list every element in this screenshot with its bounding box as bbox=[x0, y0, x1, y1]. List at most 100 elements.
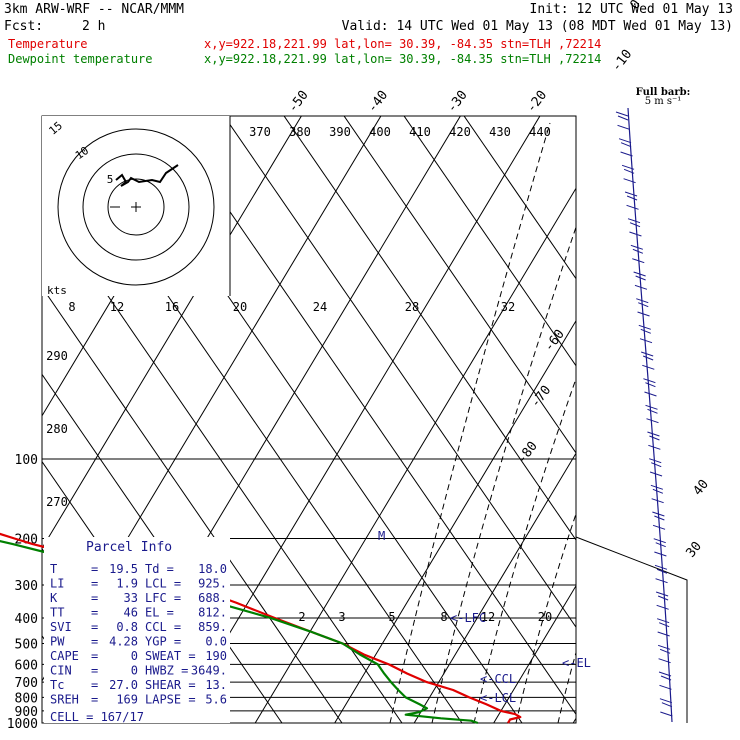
wind-barb bbox=[658, 671, 672, 677]
hodograph-inset: 5 10 15 bbox=[42, 116, 231, 296]
forecast-value: 2 h bbox=[82, 19, 105, 34]
wind-barb bbox=[618, 138, 632, 144]
wind-barb bbox=[644, 391, 657, 397]
parcel-row-value: 4.28 bbox=[109, 635, 138, 649]
parcel-row-value: 0 bbox=[131, 664, 138, 678]
moist-adiabat-line bbox=[600, 123, 740, 723]
parcel-row-label: SREH bbox=[50, 693, 79, 707]
wind-barb bbox=[617, 124, 630, 130]
temperature-legend-label: Temperature bbox=[8, 37, 87, 51]
parcel-row-equals: = bbox=[91, 649, 98, 663]
theta-left-label: 280 bbox=[46, 422, 68, 436]
marker-el: <-EL bbox=[562, 656, 591, 670]
wind-barb bbox=[636, 298, 649, 304]
isotherm-line bbox=[42, 116, 302, 550]
temperature-axis-label: -40 bbox=[365, 88, 391, 116]
hodograph-speed-scale: kts 8 12 16 20 24 28 32 bbox=[47, 284, 515, 314]
wind-barb-flag bbox=[657, 595, 669, 601]
parcel-row-label-2: SHEAR = bbox=[145, 678, 196, 692]
marker-lcl: <-LCL bbox=[480, 691, 516, 705]
wind-barb bbox=[656, 618, 670, 624]
theta-label: 390 bbox=[329, 125, 351, 139]
hodograph-ring-5 bbox=[107, 178, 165, 236]
wind-barb bbox=[615, 111, 629, 117]
parcel-row-label: SVI bbox=[50, 620, 72, 634]
pressure-tick-label: 100 bbox=[15, 453, 38, 468]
wind-barb-flag bbox=[649, 435, 660, 441]
parcel-row-value-2: 13. bbox=[205, 678, 227, 692]
parcel-row-label: PW bbox=[50, 635, 65, 649]
pressure-tick-label: 400 bbox=[15, 612, 38, 627]
pressure-tick-label: 900 bbox=[15, 705, 38, 720]
wind-barb-flag bbox=[640, 328, 651, 334]
parcel-row-value-2: 190 bbox=[205, 649, 227, 663]
isotherm-line bbox=[334, 319, 576, 723]
dry-adiabat-line bbox=[283, 116, 576, 541]
wind-barb-flag bbox=[661, 702, 673, 708]
parcel-row-value: 46 bbox=[124, 606, 138, 620]
parcel-row-value-2: 0.0 bbox=[205, 635, 227, 649]
parcel-row-value-2: 3649. bbox=[191, 664, 227, 678]
marker-m: M bbox=[378, 529, 385, 543]
theta-labels: 370 380 390 400 410 420 430 440 290 280 270 bbox=[46, 125, 551, 509]
wind-barb bbox=[646, 418, 659, 424]
parcel-row-value: 33 bbox=[124, 591, 138, 605]
marker-lfc: <-LFC bbox=[450, 611, 486, 625]
dry-adiabat-line bbox=[343, 116, 576, 454]
dry-adiabat-line bbox=[42, 286, 343, 723]
mixing-ratio-label: 8 bbox=[440, 610, 447, 624]
parcel-row-label-2: Td = bbox=[145, 562, 174, 576]
theta-label: 430 bbox=[489, 125, 511, 139]
parcel-row-label: CIN bbox=[50, 664, 72, 678]
dry-adiabat-line bbox=[42, 722, 43, 723]
parcel-row-value: 169 bbox=[116, 693, 138, 707]
hodo-tick-16: 16 bbox=[165, 300, 179, 314]
wind-column-boundary bbox=[575, 470, 688, 723]
wind-barb bbox=[653, 538, 666, 544]
hodo-tick-12: 12 bbox=[110, 300, 124, 314]
wind-barb bbox=[656, 604, 669, 610]
pressure-tick-label: 700 bbox=[15, 676, 38, 691]
theta-label: 440 bbox=[529, 125, 551, 139]
wind-barb bbox=[620, 151, 633, 157]
wind-barb-flag bbox=[655, 542, 666, 548]
wind-barb bbox=[660, 711, 673, 717]
mixing-ratio-labels: 2 3 5 8 12 20 bbox=[298, 610, 552, 624]
wind-barb bbox=[652, 511, 665, 517]
temperature-axis-label: -80 bbox=[515, 439, 541, 467]
wind-barb bbox=[657, 631, 670, 637]
parcel-row-label: Tc bbox=[50, 678, 64, 692]
wind-barb bbox=[637, 311, 650, 317]
hodograph-trace bbox=[115, 164, 179, 187]
parcel-row-equals: = bbox=[91, 606, 98, 620]
model-title: 3km ARW-WRF -- NCAR/MMM bbox=[4, 2, 184, 17]
wind-barb bbox=[649, 471, 663, 477]
wind-barb bbox=[659, 698, 673, 704]
parcel-row-value-2: 859. bbox=[198, 620, 227, 634]
pressure-tick-label: 600 bbox=[15, 658, 38, 673]
parcel-info-panel: Parcel Info T = 19.5 Td = 18.0 LI = 1.9 LCL = 925… bbox=[44, 537, 230, 724]
temperature-axis-label: -10 bbox=[609, 47, 635, 75]
wind-barb-flag bbox=[652, 488, 664, 494]
temperature-axis-labels: -80-70-60-50-40-30-20-10010203040 bbox=[286, 0, 712, 561]
wind-barb-flag bbox=[645, 382, 656, 388]
wind-barb bbox=[623, 178, 636, 184]
forecast-label: Fcst: bbox=[4, 19, 43, 34]
wind-barb bbox=[645, 404, 658, 410]
dewpoint-location-info: x,y=922.18,221.99 lat,lon= 30.39, -84.35… bbox=[204, 52, 601, 66]
wind-barb bbox=[657, 644, 671, 650]
theta-left-label: 270 bbox=[46, 495, 68, 509]
wind-barb bbox=[647, 431, 660, 437]
parcel-row-label-2: EL = bbox=[145, 606, 174, 620]
parcel-cell: CELL = 167/17 bbox=[50, 710, 144, 724]
parcel-row-value: 1.9 bbox=[116, 577, 138, 591]
wind-barb-flag bbox=[626, 195, 638, 201]
wind-barb bbox=[652, 524, 666, 530]
parcel-row-label: T bbox=[50, 562, 57, 576]
isotherm-line bbox=[732, 116, 740, 723]
wind-barb bbox=[626, 204, 639, 210]
pressure-tick-label: 300 bbox=[15, 579, 38, 594]
wind-barb bbox=[654, 551, 667, 557]
temperature-axis-label: -20 bbox=[524, 88, 550, 116]
temperature-location-info: x,y=922.18,221.99 lat,lon= 30.39, -84.35… bbox=[204, 37, 601, 51]
